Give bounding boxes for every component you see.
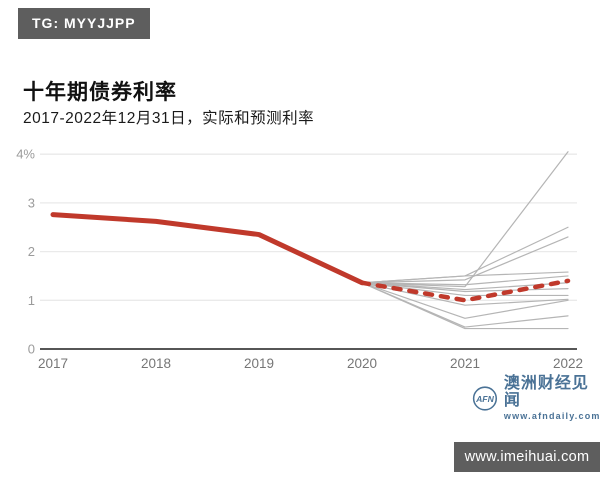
x-tick-label: 2021 [450, 356, 480, 371]
y-tick-label: 0 [28, 342, 35, 357]
x-tick-label: 2019 [244, 356, 274, 371]
y-tick-label: 2 [28, 244, 35, 259]
series-line-forecast-4 [361, 271, 569, 284]
series-line-forecast-10 [361, 282, 569, 319]
series-line-actual-rate [50, 212, 365, 286]
y-tick-label: 1 [28, 293, 35, 308]
afn-watermark: AFN 澳洲财经见闻 www.afndaily.com [472, 375, 600, 421]
x-tick-label: 2020 [347, 356, 377, 371]
series-line-forecast-2 [361, 226, 569, 284]
chart-subtitle: 2017-2022年12月31日，实际和预测利率 [23, 110, 315, 127]
series-line-forecast-1 [361, 151, 569, 288]
x-tick-label: 2017 [38, 356, 68, 371]
footer-url-bar: www.imeihuai.com [454, 442, 600, 472]
afn-brand-url: www.afndaily.com [503, 410, 600, 421]
x-tick-label: 2018 [141, 356, 171, 371]
y-tick-label: 3 [28, 195, 35, 210]
afn-brand-name: 澳洲财经见闻 [503, 375, 589, 409]
series-line-forecast-6 [361, 282, 569, 291]
series-line-forecast-12 [361, 282, 569, 330]
afn-logo-icon: AFN [472, 386, 498, 411]
footer-url-text: www.imeihuai.com [464, 449, 590, 465]
afn-logo-text: AFN [475, 394, 494, 404]
series-line-forecast-5 [361, 275, 569, 286]
telegram-badge: TG: MYYJJPP [18, 8, 150, 39]
y-tick-label: 4% [16, 147, 35, 162]
series-line-forecast-central [359, 278, 571, 303]
series-line-forecast-3 [361, 236, 569, 284]
series-line-forecast-7 [361, 282, 569, 293]
chart-title: 十年期债券利率 [23, 81, 177, 104]
x-tick-label: 2022 [553, 356, 583, 371]
